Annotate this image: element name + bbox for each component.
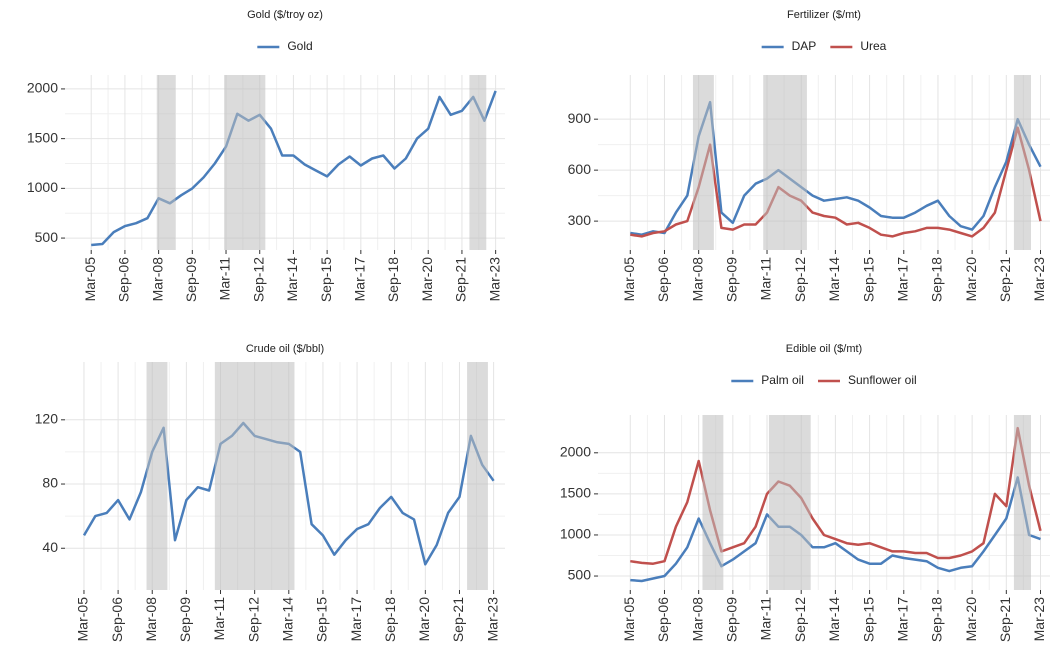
x-tick-label: Sep-21 — [997, 257, 1013, 302]
chart-title: Crude oil ($/bbl) — [246, 343, 324, 355]
chart-title: Gold ($/troy oz) — [247, 9, 323, 21]
x-tick-label: Mar-08 — [149, 257, 165, 302]
x-tick-label: Sep-12 — [792, 257, 808, 302]
y-tick-label: 80 — [42, 475, 58, 491]
y-tick-label: 1000 — [27, 179, 58, 195]
x-tick-label: Sep-12 — [250, 257, 266, 302]
x-tick-label: Sep-06 — [109, 597, 125, 642]
x-tick-label: Mar-11 — [217, 257, 233, 301]
legend-label: Palm oil — [761, 373, 804, 387]
x-tick-label: Sep-09 — [724, 257, 740, 302]
x-tick-label: Mar-20 — [416, 597, 432, 642]
shaded-period — [224, 75, 266, 250]
y-tick-label: 900 — [568, 110, 592, 126]
x-tick-label: Mar-20 — [963, 597, 979, 642]
series-line — [630, 476, 1041, 583]
y-tick-label: 500 — [35, 229, 59, 245]
x-tick-label: Mar-23 — [1031, 597, 1047, 642]
x-tick-label: Mar-05 — [82, 257, 98, 302]
x-tick-label: Sep-18 — [929, 597, 945, 642]
y-tick-label: 1500 — [27, 129, 58, 145]
chart-title: Fertilizer ($/mt) — [787, 9, 861, 21]
x-tick-label: Sep-18 — [929, 257, 945, 302]
x-tick-label: Mar-14 — [826, 597, 842, 642]
x-tick-label: Mar-17 — [348, 597, 364, 642]
y-tick-label: 300 — [568, 212, 592, 228]
x-tick-label: Sep-12 — [245, 597, 261, 642]
x-tick-label: Mar-05 — [75, 597, 91, 642]
x-tick-label: Mar-14 — [284, 257, 300, 302]
x-tick-label: Mar-08 — [143, 597, 159, 642]
legend-label: DAP — [792, 39, 817, 53]
x-tick-label: Sep-06 — [655, 257, 671, 302]
x-tick-label: Mar-17 — [352, 257, 368, 302]
x-tick-label: Sep-06 — [655, 597, 671, 642]
panel: 500 1000 1500 2000 Mar-05 Sep-06 Mar-08 Sep-09 M… — [27, 9, 505, 302]
legend-label: Sunflower oil — [848, 373, 917, 387]
x-tick-label: Sep-09 — [183, 257, 199, 302]
x-tick-label: Sep-06 — [116, 257, 132, 302]
x-tick-label: Mar-17 — [894, 257, 910, 302]
x-tick-label: Sep-18 — [385, 257, 401, 302]
shaded-period — [702, 415, 724, 590]
shaded-period — [692, 75, 714, 250]
shaded-period — [768, 415, 811, 590]
x-tick-label: Mar-23 — [1031, 257, 1047, 302]
x-tick-label: Mar-05 — [621, 597, 637, 642]
x-tick-label: Mar-11 — [758, 257, 774, 301]
x-tick-label: Mar-05 — [621, 257, 637, 302]
x-tick-label: Mar-23 — [484, 597, 500, 642]
legend: DAP Urea — [761, 39, 887, 53]
shaded-period — [156, 75, 176, 250]
x-tick-label: Sep-09 — [724, 597, 740, 642]
x-tick-label: Sep-15 — [860, 597, 876, 642]
shaded-period — [469, 75, 487, 250]
x-tick-label: Mar-20 — [419, 257, 435, 302]
x-tick-label: Mar-08 — [689, 597, 705, 642]
x-tick-label: Sep-09 — [177, 597, 193, 642]
y-tick-label: 120 — [35, 411, 59, 427]
x-tick-label: Mar-17 — [894, 597, 910, 642]
legend: Gold — [257, 39, 313, 53]
x-tick-label: Sep-21 — [450, 597, 466, 642]
legend-label: Gold — [287, 39, 312, 53]
legend-label: Urea — [860, 39, 886, 53]
shaded-period — [763, 75, 807, 250]
legend: Palm oil Sunflower oil — [731, 373, 917, 387]
chart-title: Edible oil ($/mt) — [786, 343, 862, 355]
panel: 300 600 900 Mar-05 Sep-06 Mar-08 Sep-09 Mar-11 S… — [568, 9, 1050, 302]
x-tick-label: Mar-11 — [758, 597, 774, 641]
x-tick-label: Sep-18 — [382, 597, 398, 642]
y-tick-label: 2000 — [560, 443, 591, 459]
x-tick-label: Mar-08 — [689, 257, 705, 302]
shaded-period — [1013, 75, 1032, 250]
y-tick-label: 500 — [568, 567, 592, 583]
shaded-period — [1013, 415, 1032, 590]
y-tick-label: 1500 — [560, 485, 591, 501]
series-line — [630, 426, 1042, 565]
x-tick-label: Sep-12 — [792, 597, 808, 642]
x-tick-label: Sep-21 — [453, 257, 469, 302]
x-tick-label: Mar-11 — [211, 597, 227, 641]
shaded-period — [146, 362, 168, 590]
x-tick-label: Sep-15 — [860, 257, 876, 302]
y-tick-label: 2000 — [27, 80, 58, 96]
y-tick-label: 600 — [568, 161, 592, 177]
x-tick-label: Mar-14 — [826, 257, 842, 302]
x-tick-label: Mar-20 — [963, 257, 979, 302]
shaded-period — [214, 362, 295, 590]
x-tick-label: Sep-15 — [318, 257, 334, 302]
y-tick-label: 1000 — [560, 526, 591, 542]
shaded-period — [467, 362, 488, 590]
panel: 500 1000 1500 2000 Mar-05 Sep-06 Mar-08 Sep-09 M… — [560, 343, 1050, 642]
x-tick-label: Mar-14 — [279, 597, 295, 642]
x-tick-label: Mar-23 — [486, 257, 502, 302]
panel: 40 80 120 Mar-05 Sep-06 Mar-08 Sep-09 Mar-11 Sep… — [35, 343, 505, 642]
x-tick-label: Sep-21 — [997, 597, 1013, 642]
x-tick-label: Sep-15 — [314, 597, 330, 642]
y-tick-label: 40 — [42, 539, 58, 555]
